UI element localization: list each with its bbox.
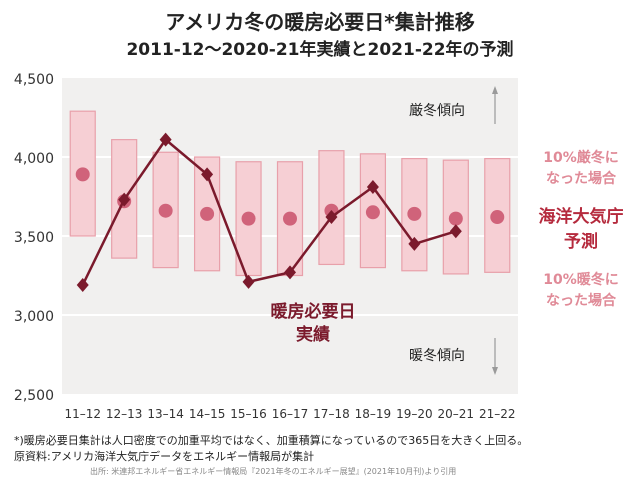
x-tick-label: 20–21 — [438, 407, 475, 421]
actual-point — [76, 277, 89, 292]
forecast-point — [241, 211, 256, 226]
chart-title: アメリカ冬の暖房必要日*集計推移 — [165, 10, 475, 34]
forecast-point — [407, 206, 422, 221]
warm-case-label-line2: なった場合 — [546, 293, 616, 309]
y-tick-label: 3,500 — [14, 230, 54, 246]
forecast-range-band — [359, 153, 387, 269]
x-tick-label: 15–16 — [230, 407, 267, 421]
forecast-point — [448, 211, 463, 226]
colder-trend-label: 厳冬傾向 — [409, 103, 465, 119]
x-tick-label: 13–14 — [147, 407, 184, 421]
forecast-point — [158, 203, 173, 218]
actual-point — [408, 236, 421, 251]
x-tick-label: 16–17 — [272, 407, 309, 421]
y-tick-label: 4,000 — [14, 151, 54, 167]
cold-case-label-line1: 10%厳冬に — [543, 150, 619, 166]
forecast-label-line2: 予測 — [564, 232, 598, 252]
x-tick-label: 19–20 — [396, 407, 433, 421]
actual-point — [449, 224, 462, 239]
forecast-point — [365, 205, 380, 220]
x-tick-label: 18–19 — [355, 407, 392, 421]
actual-point — [366, 180, 379, 195]
chart-subtitle: 2011-12〜2020-21年実績と2021-22年の予測 — [126, 40, 514, 60]
y-tick-label: 4,500 — [14, 72, 54, 88]
x-tick-label: 17–18 — [313, 407, 350, 421]
actual-point — [118, 192, 131, 207]
actual-point — [325, 210, 338, 225]
warm-case-label-line1: 10%暖冬に — [543, 272, 619, 288]
data-source-note: 原資料:アメリカ海洋大気庁データをエネルギー情報局が集計 — [14, 450, 315, 463]
actual-series-label-line1: 暖房必要日 — [271, 301, 356, 322]
forecast-label: 海洋大気庁 予測 — [522, 205, 640, 255]
forecast-point — [200, 206, 215, 221]
x-tick-label: 12–13 — [106, 407, 143, 421]
actual-point — [201, 167, 214, 182]
y-tick-label: 3,000 — [14, 309, 54, 325]
y-tick-label: 2,500 — [14, 388, 54, 404]
footnote: *)暖房必要日集計は人口密度での加重平均ではなく、加重積算になっているので365… — [14, 434, 529, 447]
forecast-point — [283, 211, 297, 226]
actual-series-label-line2: 実績 — [296, 324, 330, 345]
actual-point — [159, 132, 172, 147]
x-tick-label: 11–12 — [64, 407, 101, 421]
forecast-point — [490, 210, 505, 225]
warmer-trend-label: 暖冬傾向 — [409, 348, 465, 364]
cold-case-label: 10%厳冬に なった場合 — [522, 148, 640, 190]
forecast-point — [75, 167, 90, 182]
actual-series-line — [81, 137, 457, 286]
warm-case-label: 10%暖冬に なった場合 — [522, 270, 640, 312]
x-tick-label: 21–22 — [479, 407, 516, 421]
cold-case-label-line2: なった場合 — [546, 171, 616, 187]
actual-point — [284, 265, 296, 280]
warmer-trend-arrowhead — [492, 367, 498, 375]
citation: 出所: 米連邦エネルギー省エネルギー情報局『2021年冬のエネルギー展望』(20… — [90, 467, 457, 476]
colder-trend-arrowhead — [492, 86, 498, 94]
x-tick-label: 14–15 — [189, 407, 226, 421]
actual-point — [242, 274, 255, 289]
forecast-label-line1: 海洋大気庁 — [538, 207, 624, 227]
